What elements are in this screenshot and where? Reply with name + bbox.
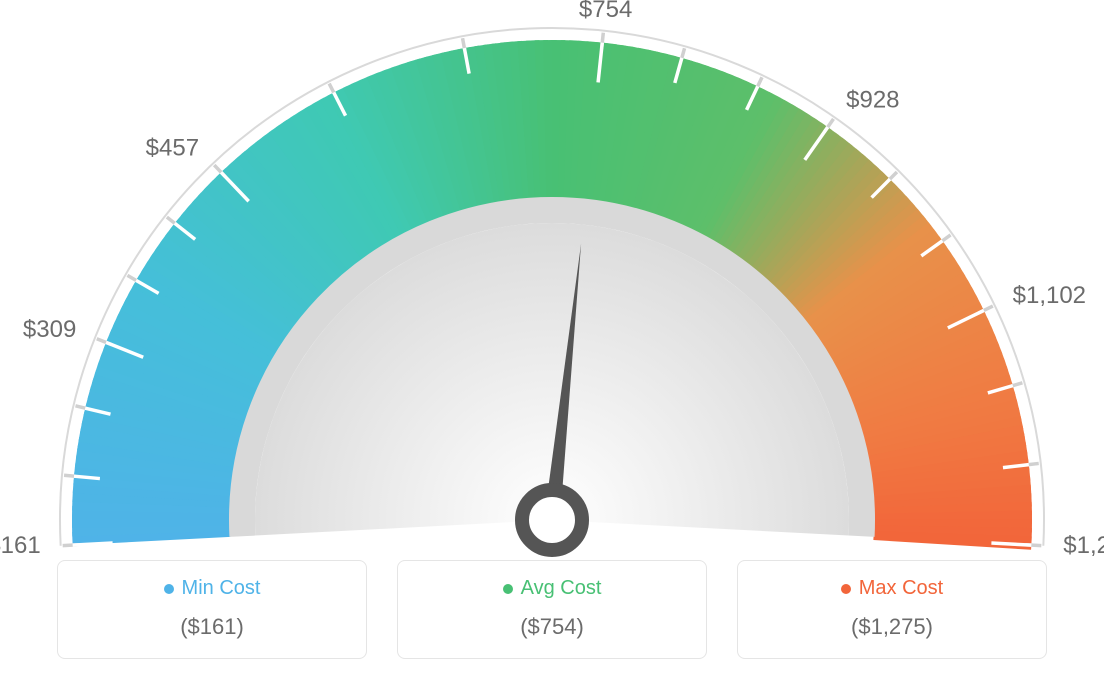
- gauge-tick-label: $309: [23, 316, 76, 343]
- legend-dot-max: [841, 584, 851, 594]
- gauge-tick-label: $457: [146, 134, 199, 161]
- gauge-tick-label: $1,102: [1013, 282, 1086, 309]
- legend-dot-avg: [503, 584, 513, 594]
- legend-title-row: Max Cost: [738, 577, 1046, 600]
- gauge-svg: $161 $309 $457 $754 $928 $1,102 $1,275: [0, 0, 1104, 560]
- legend-dot-min: [164, 584, 174, 594]
- gauge-tick-label: $1,275: [1063, 532, 1104, 559]
- gauge-tick-label: $754: [579, 0, 632, 23]
- legend-card-avg: Avg Cost ($754): [397, 560, 707, 659]
- gauge-tick-label: $161: [0, 532, 41, 559]
- legend-card-max: Max Cost ($1,275): [737, 560, 1047, 659]
- gauge-chart: $161 $309 $457 $754 $928 $1,102 $1,275: [0, 0, 1104, 560]
- legend-row: Min Cost ($161) Avg Cost ($754) Max Cost…: [0, 560, 1104, 659]
- legend-title-max: Max Cost: [859, 577, 943, 600]
- legend-value-min: ($161): [58, 614, 366, 640]
- legend-value-max: ($1,275): [738, 614, 1046, 640]
- gauge-tick-label: $928: [846, 86, 899, 113]
- legend-value-avg: ($754): [398, 614, 706, 640]
- legend-title-row: Min Cost: [58, 577, 366, 600]
- legend-title-row: Avg Cost: [398, 577, 706, 600]
- legend-card-min: Min Cost ($161): [57, 560, 367, 659]
- legend-title-avg: Avg Cost: [521, 577, 602, 600]
- legend-title-min: Min Cost: [182, 577, 261, 600]
- gauge-hub: [522, 490, 582, 550]
